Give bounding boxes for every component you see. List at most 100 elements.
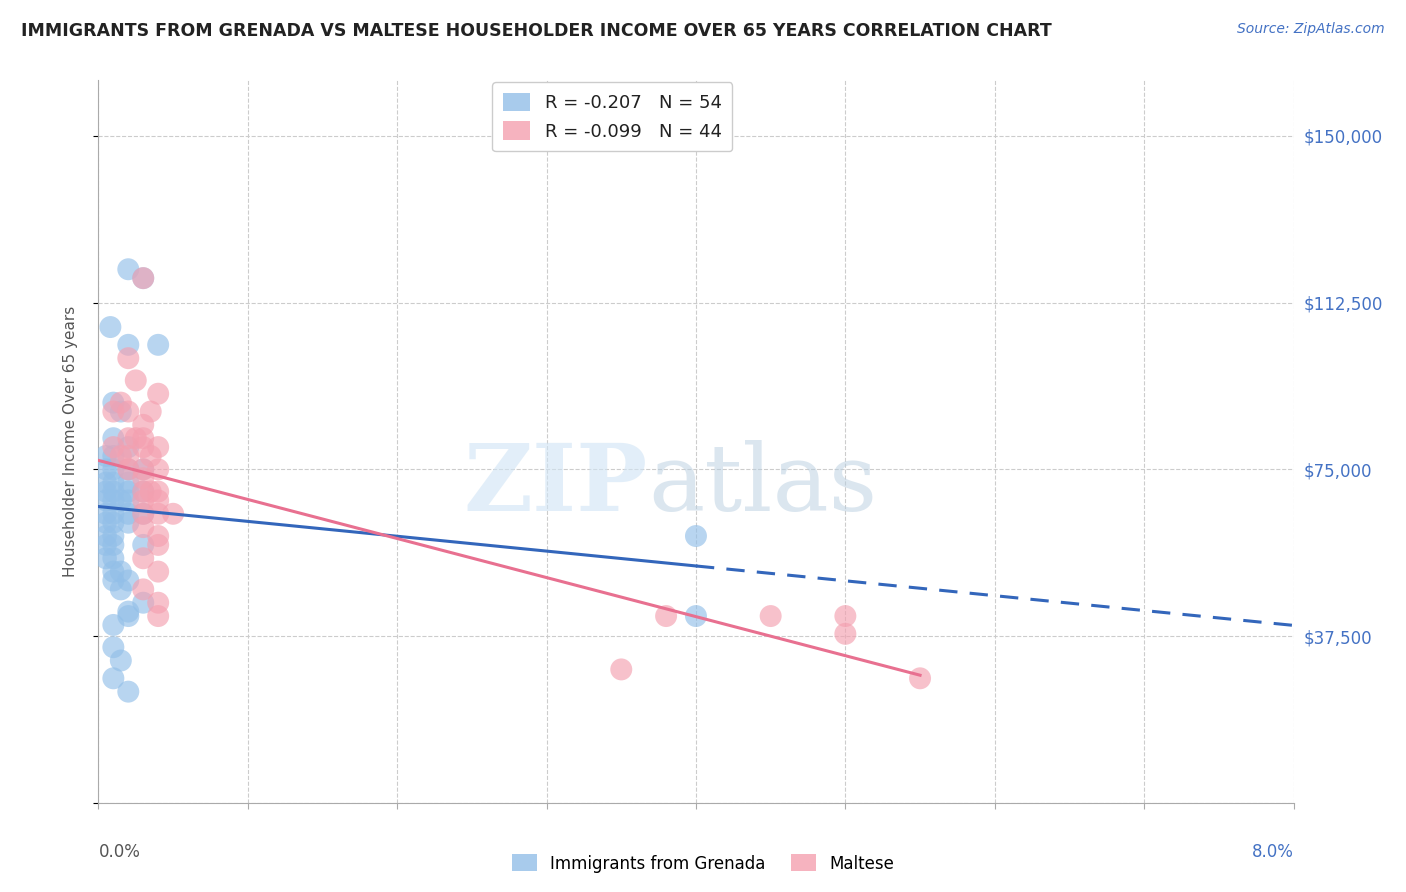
Point: [103, 462, 125, 476]
Point: [148, 507, 170, 521]
Point: [103, 538, 125, 552]
Point: [148, 493, 170, 508]
Point: [103, 484, 125, 499]
Point: [132, 462, 155, 476]
Point: [759, 609, 782, 624]
Point: [117, 351, 139, 366]
Point: [117, 462, 139, 476]
Point: [117, 440, 139, 454]
Point: [125, 373, 148, 387]
Point: [139, 484, 162, 499]
Point: [148, 338, 170, 352]
Point: [148, 609, 170, 624]
Point: [834, 627, 856, 641]
Point: [132, 582, 155, 597]
Point: [117, 493, 139, 508]
Point: [655, 609, 678, 624]
Point: [103, 493, 125, 508]
Point: [94, 484, 117, 499]
Point: [908, 671, 931, 685]
Point: [132, 471, 155, 485]
Text: 0.0%: 0.0%: [98, 843, 141, 861]
Point: [110, 582, 132, 597]
Point: [103, 618, 125, 632]
Point: [103, 475, 125, 490]
Point: [139, 449, 162, 463]
Point: [117, 484, 139, 499]
Point: [117, 404, 139, 418]
Point: [103, 640, 125, 655]
Point: [94, 493, 117, 508]
Point: [148, 484, 170, 499]
Point: [94, 475, 117, 490]
Point: [117, 609, 139, 624]
Point: [132, 417, 155, 432]
Point: [117, 462, 139, 476]
Point: [103, 574, 125, 588]
Point: [117, 605, 139, 619]
Point: [94, 449, 117, 463]
Point: [103, 507, 125, 521]
Point: [148, 440, 170, 454]
Point: [148, 596, 170, 610]
Point: [132, 484, 155, 499]
Point: [125, 431, 148, 445]
Point: [132, 507, 155, 521]
Legend: R = -0.207   N = 54, R = -0.099   N = 44: R = -0.207 N = 54, R = -0.099 N = 44: [492, 82, 733, 152]
Point: [117, 262, 139, 277]
Text: Source: ZipAtlas.com: Source: ZipAtlas.com: [1237, 22, 1385, 37]
Point: [117, 449, 139, 463]
Point: [110, 449, 132, 463]
Point: [117, 431, 139, 445]
Point: [110, 565, 132, 579]
Point: [132, 440, 155, 454]
Point: [117, 475, 139, 490]
Point: [117, 684, 139, 698]
Point: [103, 431, 125, 445]
Text: atlas: atlas: [648, 440, 877, 530]
Point: [132, 431, 155, 445]
Point: [94, 507, 117, 521]
Point: [103, 404, 125, 418]
Point: [103, 516, 125, 530]
Point: [132, 596, 155, 610]
Point: [94, 551, 117, 566]
Legend: Immigrants from Grenada, Maltese: Immigrants from Grenada, Maltese: [505, 847, 901, 880]
Point: [132, 271, 155, 285]
Y-axis label: Householder Income Over 65 years: Householder Income Over 65 years: [63, 306, 77, 577]
Text: ZIP: ZIP: [464, 440, 648, 530]
Point: [834, 609, 856, 624]
Point: [685, 609, 707, 624]
Point: [117, 516, 139, 530]
Point: [610, 662, 633, 676]
Point: [110, 653, 132, 667]
Point: [110, 404, 132, 418]
Point: [94, 462, 117, 476]
Point: [94, 516, 117, 530]
Point: [148, 565, 170, 579]
Point: [103, 395, 125, 409]
Point: [117, 574, 139, 588]
Point: [98, 320, 122, 334]
Point: [94, 529, 117, 543]
Point: [132, 538, 155, 552]
Text: IMMIGRANTS FROM GRENADA VS MALTESE HOUSEHOLDER INCOME OVER 65 YEARS CORRELATION : IMMIGRANTS FROM GRENADA VS MALTESE HOUSE…: [21, 22, 1052, 40]
Point: [139, 404, 162, 418]
Point: [103, 551, 125, 566]
Point: [148, 462, 170, 476]
Point: [162, 507, 184, 521]
Point: [117, 507, 139, 521]
Point: [132, 271, 155, 285]
Point: [103, 440, 125, 454]
Point: [103, 529, 125, 543]
Point: [132, 507, 155, 521]
Point: [685, 529, 707, 543]
Point: [132, 484, 155, 499]
Point: [94, 538, 117, 552]
Point: [148, 386, 170, 401]
Point: [103, 449, 125, 463]
Point: [110, 395, 132, 409]
Point: [148, 538, 170, 552]
Point: [103, 565, 125, 579]
Point: [132, 520, 155, 534]
